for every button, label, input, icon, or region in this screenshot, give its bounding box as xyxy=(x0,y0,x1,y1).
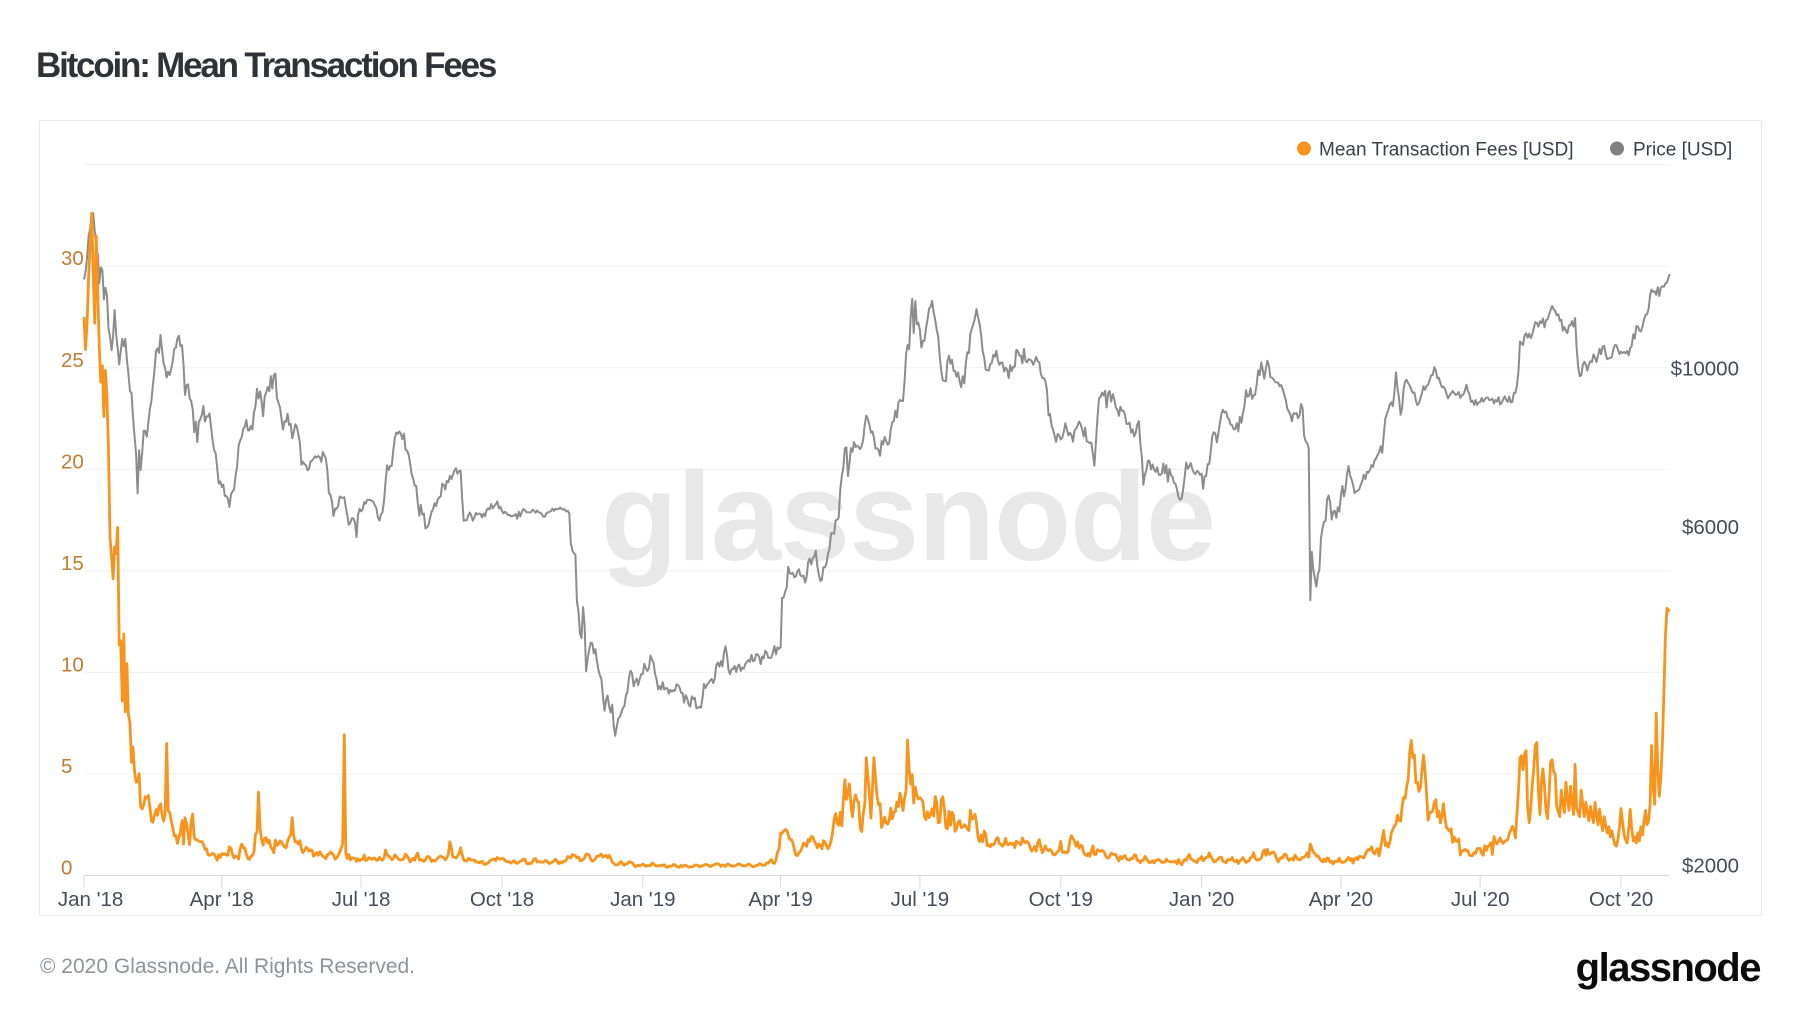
svg-text:$2000: $2000 xyxy=(1682,855,1739,878)
svg-text:25: 25 xyxy=(61,349,84,372)
svg-text:5: 5 xyxy=(61,755,72,778)
svg-text:Apr '19: Apr '19 xyxy=(748,888,812,911)
svg-text:30: 30 xyxy=(61,247,84,270)
svg-text:Jan '20: Jan '20 xyxy=(1169,888,1234,911)
svg-text:Jul '18: Jul '18 xyxy=(332,888,391,911)
svg-text:Jul '20: Jul '20 xyxy=(1451,888,1510,911)
svg-text:$6000: $6000 xyxy=(1682,516,1739,539)
svg-text:0: 0 xyxy=(61,857,72,880)
svg-text:Apr '18: Apr '18 xyxy=(190,888,254,911)
svg-text:Mean Transaction Fees [USD]: Mean Transaction Fees [USD] xyxy=(1319,140,1574,161)
svg-text:10: 10 xyxy=(61,653,84,676)
svg-text:$10000: $10000 xyxy=(1671,358,1739,381)
svg-text:15: 15 xyxy=(61,552,84,575)
svg-text:glassnode: glassnode xyxy=(601,446,1215,587)
svg-text:Oct '18: Oct '18 xyxy=(470,888,534,911)
svg-text:Apr '20: Apr '20 xyxy=(1309,888,1373,911)
svg-text:Price [USD]: Price [USD] xyxy=(1633,140,1732,161)
svg-text:Jan '19: Jan '19 xyxy=(610,888,675,911)
svg-text:Jul '19: Jul '19 xyxy=(891,888,950,911)
svg-text:20: 20 xyxy=(61,450,84,473)
svg-text:Oct '20: Oct '20 xyxy=(1589,888,1653,911)
svg-text:Oct '19: Oct '19 xyxy=(1029,888,1093,911)
svg-text:Jan '18: Jan '18 xyxy=(58,888,123,911)
